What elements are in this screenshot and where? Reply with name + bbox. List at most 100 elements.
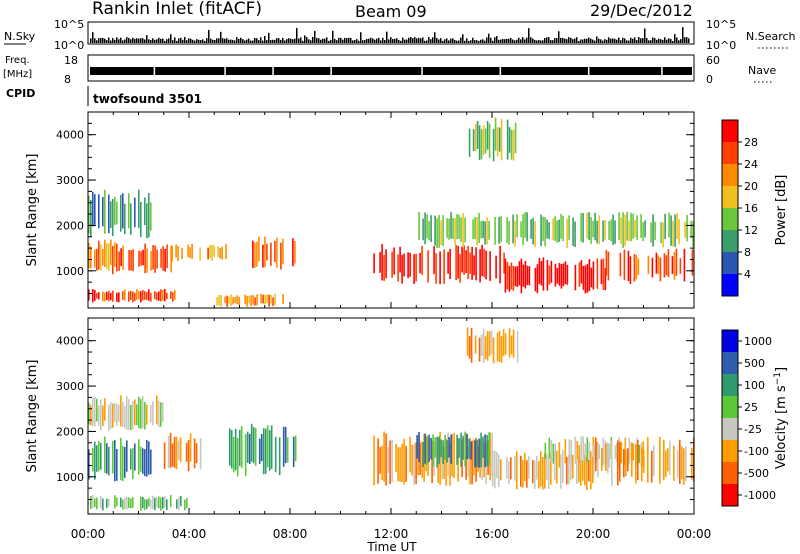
date-title: 29/Dec/2012 [590, 1, 693, 20]
velocity-colorbar: 1000 500 100 25 -25 -100 -500 -1000 [721, 329, 776, 507]
colorbar-segment [722, 330, 738, 352]
power-cell [686, 215, 688, 242]
nsky-bar [382, 37, 384, 43]
power-cell [187, 244, 189, 258]
nsky-bar [408, 37, 410, 43]
velocity-cell [492, 450, 494, 487]
velocity-cell [578, 457, 580, 483]
nsky-bar [304, 35, 306, 43]
nsky-bar [380, 40, 382, 43]
nsky-bar [658, 38, 660, 43]
nsky-bar [354, 40, 356, 43]
power-cell [602, 220, 604, 242]
power-cell [128, 250, 130, 271]
nsky-bar [268, 32, 270, 43]
nsky-bar [256, 38, 258, 43]
velocity-cell [643, 450, 645, 473]
velocity-cell [116, 403, 118, 426]
power-cell [654, 221, 656, 240]
power-cell [516, 214, 518, 238]
velocity-cell [498, 330, 501, 362]
nsky-bar [628, 40, 630, 43]
colorbar-segment [722, 418, 738, 440]
velocity-cell [195, 443, 198, 464]
nsky-bar [294, 38, 296, 43]
velocity-cell [132, 497, 134, 508]
nave-tick-top: 60 [706, 54, 720, 67]
nsky-bar [522, 37, 524, 43]
velocity-cell [691, 447, 693, 480]
velocity-cell [142, 448, 144, 474]
power-cell [447, 251, 449, 274]
power-cell [110, 292, 112, 301]
y-tick-label: 2000 [56, 219, 84, 232]
nsky-bar [538, 39, 540, 43]
power-cell [582, 213, 584, 243]
power-cell [120, 194, 122, 232]
velocity-cell [424, 433, 426, 464]
nsky-bar [242, 39, 244, 43]
power-cell [209, 244, 211, 258]
power-cell [138, 189, 140, 229]
power-cell [594, 212, 596, 241]
nsky-bar [648, 40, 650, 43]
nsky-bar [118, 39, 120, 43]
power-cell [154, 291, 156, 300]
nsky-bar [114, 39, 116, 43]
power-cell [586, 212, 588, 239]
nsky-bar [508, 38, 510, 43]
nsky-bar [350, 37, 352, 43]
nsky-bar [284, 40, 286, 43]
nsky-bar [634, 37, 636, 43]
power-cell [667, 249, 670, 278]
velocity-cell [556, 450, 558, 484]
power-cell [629, 256, 632, 284]
freq-gap [224, 66, 226, 76]
velocity-cell [434, 437, 436, 458]
power-cbar-label: Power [dB] [774, 175, 789, 246]
power-cell [177, 246, 179, 262]
freq-gap [661, 66, 663, 76]
power-cell [562, 215, 564, 242]
nsky-bar [672, 40, 674, 43]
velocity-cell [601, 448, 603, 471]
power-cell [655, 252, 658, 274]
nsky-bar [524, 39, 526, 43]
velocity-cell [466, 327, 469, 356]
power-cell [124, 203, 126, 235]
nsky-bar [460, 37, 462, 43]
nsky-bar [180, 37, 182, 43]
power-cell [144, 197, 146, 225]
velocity-cell [489, 432, 491, 481]
nsky-bar [678, 40, 680, 43]
power-cell [140, 202, 142, 238]
power-cell [158, 291, 160, 301]
power-cell [486, 217, 488, 245]
velocity-cell [112, 440, 114, 474]
power-cell [132, 291, 134, 303]
power-cell [588, 212, 590, 240]
velocity-cell [607, 442, 609, 474]
velocity-cell [445, 438, 447, 486]
nsky-bar [302, 40, 304, 43]
power-cell [586, 264, 589, 293]
power-cell [172, 292, 174, 302]
velocity-cbar-label: Velocity [m s−1] [773, 367, 789, 469]
nsky-bar [168, 38, 170, 43]
velocity-cell [160, 497, 162, 511]
power-cell [112, 199, 114, 236]
velocity-cell [167, 435, 170, 469]
power-cell [623, 249, 626, 281]
freq-panel: Freq. [MHz] 18 8 60 0 Nave [3, 54, 776, 86]
freq-gap [330, 66, 332, 76]
nsky-bar [454, 39, 456, 43]
colorbar-segment [722, 164, 738, 186]
power-cell [94, 194, 96, 225]
power-cell [130, 203, 132, 235]
nsky-bar [514, 40, 516, 43]
velocity-cell [481, 439, 483, 480]
colorbar-tick-label: 500 [744, 357, 765, 370]
velocity-cell [415, 442, 417, 484]
power-cell [483, 248, 485, 278]
